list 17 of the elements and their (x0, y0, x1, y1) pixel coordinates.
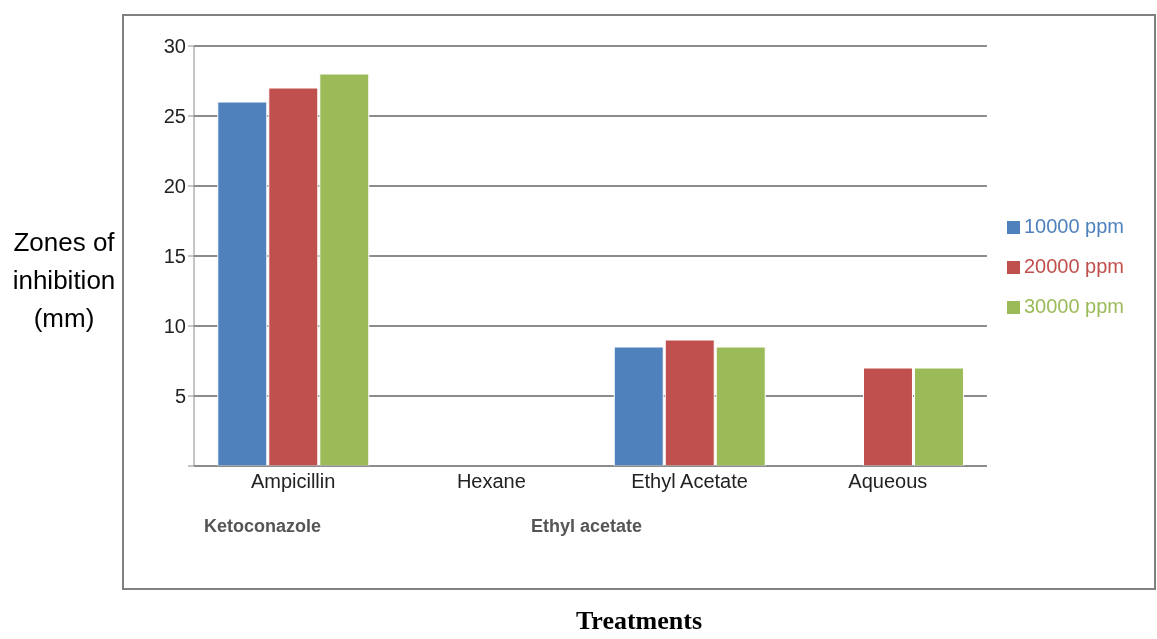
legend-label: 10000 ppm (1023, 215, 1124, 237)
text: Ketoconazole (204, 516, 322, 537)
y-tick-label: 15 (163, 245, 186, 268)
y-axis-title: Zones of inhibition (mm) (11, 226, 117, 335)
text: Ethyl acetate (531, 516, 643, 537)
x-tick-label: Hexane (456, 470, 526, 493)
y-tick-label: 20 (163, 175, 186, 198)
legend-label: 30000 ppm (1023, 295, 1124, 317)
x-tick-label: Aqueous (848, 470, 928, 493)
y-tick-label: 30 (163, 35, 186, 58)
y-tick-label: 25 (163, 105, 186, 128)
legend-label: 20000 ppm (1023, 255, 1124, 277)
y-tick-label: 5 (174, 385, 186, 408)
x-tick-label: Ethyl Acetate (631, 470, 748, 493)
y-tick-label: 10 (163, 315, 186, 338)
x-tick-label: Ampicillin (250, 470, 336, 493)
x-axis-title: Treatments (574, 606, 704, 636)
